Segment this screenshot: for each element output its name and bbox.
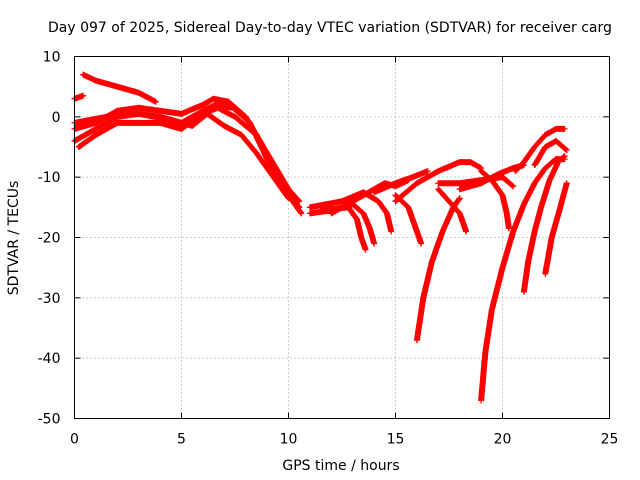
data-marker-trace <box>392 192 425 247</box>
data-marker-trace <box>413 195 463 344</box>
x-tick-label: 20 <box>494 432 512 448</box>
series-s22 <box>531 138 570 169</box>
data-marker-trace <box>75 104 305 217</box>
data-marker-trace <box>478 168 512 232</box>
data-marker-trace <box>520 153 568 295</box>
series-s15 <box>435 186 470 235</box>
series-s21 <box>520 153 568 295</box>
chart-title: Day 097 of 2025, Sidereal Day-to-day VTE… <box>48 20 612 36</box>
data-marker-trace <box>531 138 570 169</box>
data-marker-trace <box>71 95 303 205</box>
x-tick-label: 15 <box>387 432 405 448</box>
x-tick-label: 0 <box>70 432 79 448</box>
x-tick-label: 25 <box>601 432 619 448</box>
data-marker-trace <box>371 168 431 196</box>
data-marker-trace <box>80 71 159 105</box>
data-marker-trace <box>392 159 485 205</box>
series-s12 <box>392 159 485 205</box>
y-tick-label: 0 <box>52 110 61 126</box>
series-s2 <box>71 92 87 102</box>
series-s14 <box>413 195 463 344</box>
y-axis-label: SDTVAR / TECUs <box>6 181 22 296</box>
series-s20 <box>512 125 568 175</box>
series-s19 <box>478 156 568 404</box>
y-tick-label: 10 <box>43 50 61 66</box>
data-marker-trace <box>435 186 470 235</box>
series-s11 <box>371 168 431 196</box>
data-marker-trace <box>478 156 568 404</box>
series-s5 <box>75 104 305 217</box>
data-marker-trace <box>71 92 87 102</box>
series-s23 <box>542 180 570 277</box>
y-tick-label: -30 <box>38 291 61 307</box>
y-tick-label: -20 <box>38 231 61 247</box>
x-tick-label: 5 <box>177 432 186 448</box>
data-marker-trace <box>542 180 570 277</box>
series-s18 <box>478 168 512 232</box>
y-tick-label: -10 <box>38 170 61 186</box>
axis-ticks: 0 5 10 15 20 25 10 0 -10 -20 -30 -40 -50 <box>38 50 619 448</box>
y-tick-label: -50 <box>38 412 61 428</box>
series-s1 <box>80 71 159 105</box>
data-points <box>71 71 570 404</box>
x-axis-label: GPS time / hours <box>282 458 399 474</box>
grid <box>74 56 610 419</box>
data-marker-trace <box>512 125 568 175</box>
x-tick-label: 10 <box>280 432 298 448</box>
series-s3 <box>71 95 303 205</box>
series-s13 <box>392 192 425 247</box>
y-tick-label: -40 <box>38 351 61 367</box>
